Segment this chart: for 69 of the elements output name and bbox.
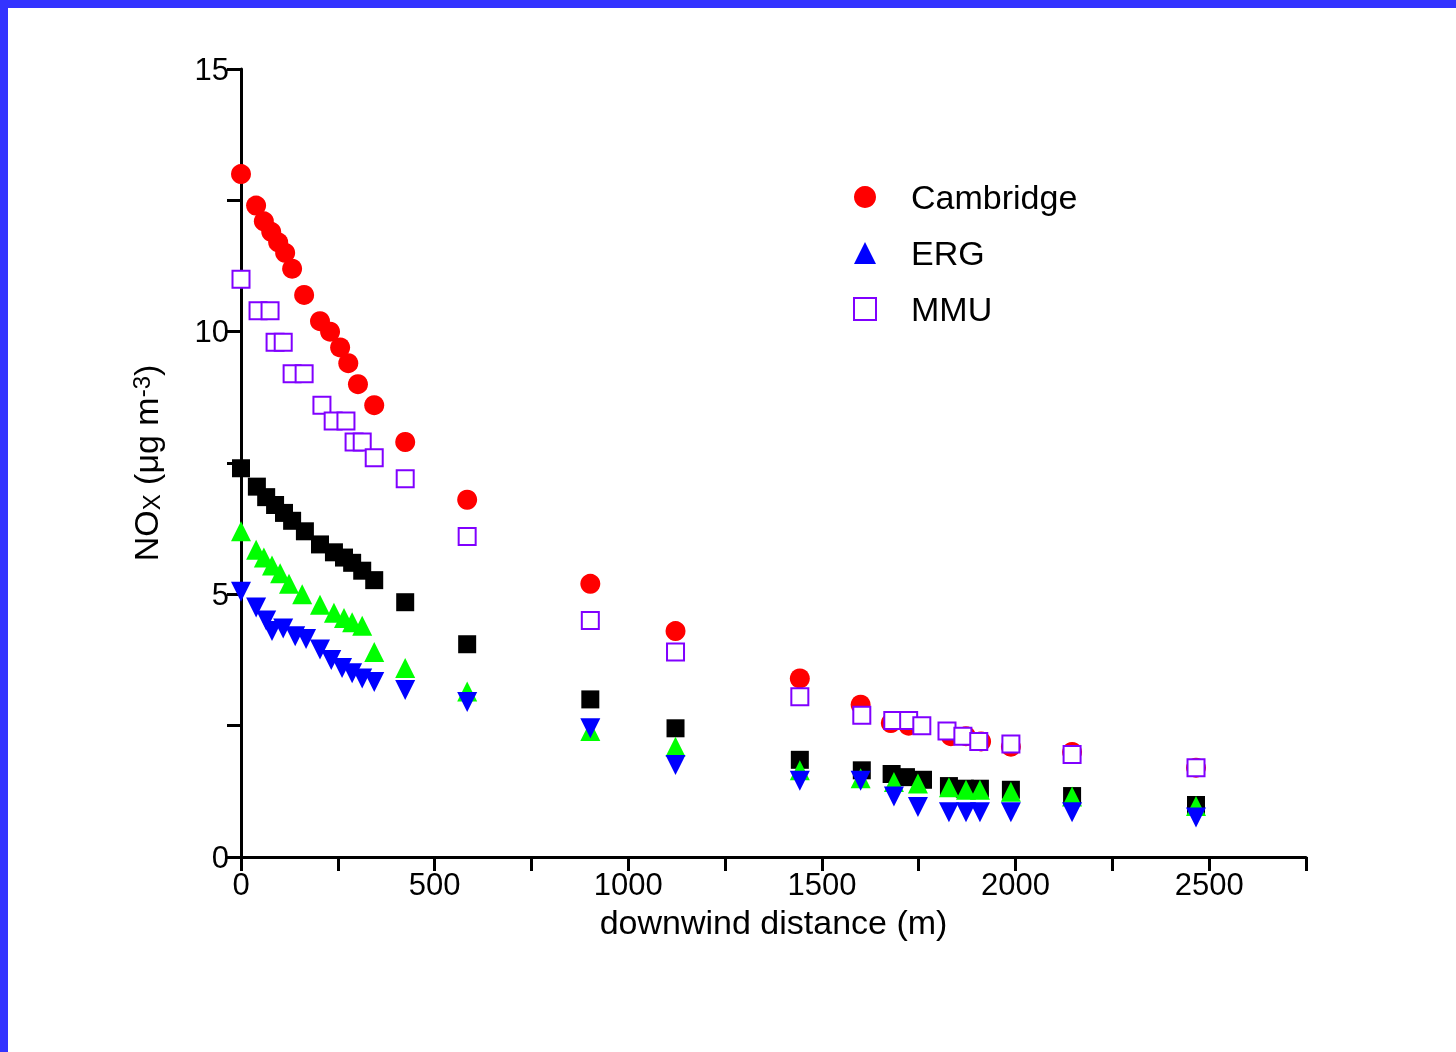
point — [883, 786, 904, 807]
point — [912, 716, 932, 736]
point — [246, 597, 267, 618]
point — [273, 618, 294, 639]
point — [665, 621, 686, 642]
point — [395, 679, 416, 700]
point — [665, 755, 686, 776]
point — [789, 770, 810, 791]
y-tick-label: 15 — [194, 51, 229, 87]
point — [969, 802, 990, 823]
point — [275, 242, 296, 263]
point — [457, 489, 478, 510]
point — [231, 164, 251, 185]
point — [231, 521, 251, 542]
point — [347, 374, 368, 395]
point — [907, 797, 928, 818]
point — [938, 802, 959, 823]
point — [336, 411, 356, 431]
point — [232, 459, 250, 478]
point — [292, 584, 313, 605]
point — [852, 705, 872, 725]
y-tick-label: 0 — [211, 839, 229, 875]
point — [396, 593, 415, 612]
legend-label: Cambridge — [911, 178, 1078, 216]
point — [352, 432, 372, 452]
point — [365, 571, 384, 590]
point — [395, 657, 416, 678]
point — [457, 692, 478, 713]
point — [338, 353, 359, 374]
point — [231, 581, 251, 602]
point — [321, 650, 342, 670]
x-axis-title: downwind distance (m) — [599, 902, 948, 941]
y-tick-label: 10 — [194, 314, 229, 350]
point — [246, 195, 267, 216]
point — [458, 635, 477, 654]
point — [273, 332, 293, 352]
point — [364, 395, 385, 416]
point — [364, 642, 385, 663]
point — [1000, 802, 1021, 823]
point — [395, 431, 416, 452]
point — [581, 690, 600, 709]
point — [260, 301, 280, 321]
point — [295, 522, 314, 541]
point — [364, 672, 385, 693]
x-tick-label: 2000 — [981, 867, 1051, 902]
point — [580, 573, 601, 594]
point — [320, 321, 341, 342]
point — [294, 364, 314, 384]
point — [231, 269, 251, 289]
x-tick-label: 500 — [408, 867, 461, 902]
legend-label: ERG — [911, 234, 985, 272]
point — [352, 615, 373, 636]
x-tick-label: 2500 — [1174, 867, 1244, 902]
legend-label: MMU — [911, 290, 993, 328]
point — [907, 773, 928, 794]
point — [789, 668, 810, 689]
y-axis-title: NOX (μg m-3) — [127, 364, 165, 562]
point — [666, 719, 685, 738]
x-tick-label: 1000 — [593, 867, 663, 902]
point — [1186, 807, 1207, 828]
point — [279, 573, 300, 594]
point — [310, 594, 330, 615]
point — [294, 284, 315, 305]
y-tick-label: 5 — [211, 576, 229, 612]
point — [282, 258, 303, 279]
point — [310, 639, 330, 660]
point — [330, 337, 351, 358]
x-tick-label: 1500 — [787, 867, 857, 902]
point — [1062, 802, 1083, 823]
